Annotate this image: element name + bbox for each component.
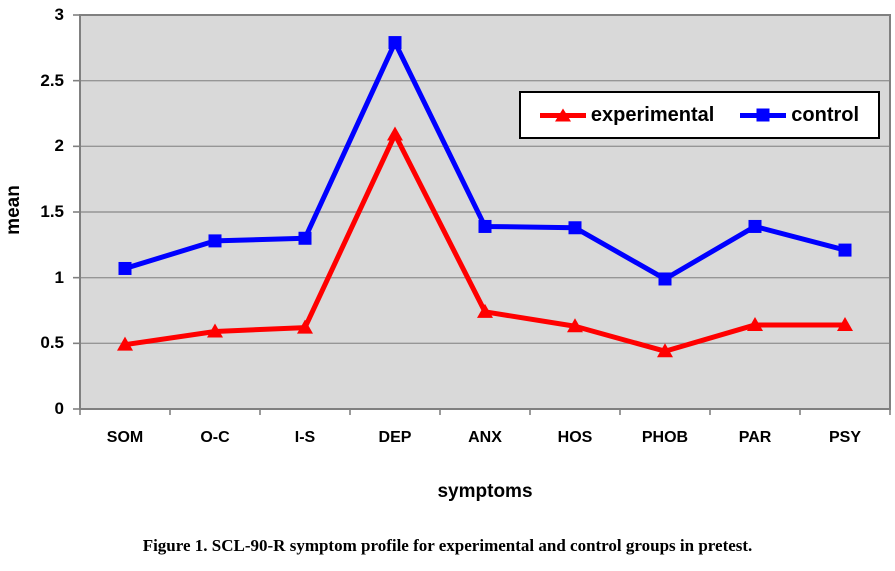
x-tick-label: DEP [378,429,412,446]
x-tick-label: O-C [200,429,230,446]
y-tick-label: 0 [54,399,64,418]
x-tick-label: PHOB [641,429,689,446]
figure-caption: Figure 1. SCL-90-R symptom profile for e… [142,536,753,555]
y-tick-label: 1.5 [40,202,64,221]
y-tick-label: 3 [54,5,64,24]
line-chart [73,14,891,415]
x-tick-label: HOS [557,429,593,446]
experimental-line-marker-icon [539,107,586,123]
y-tick-label: 1 [54,267,64,287]
triangle-marker-icon [554,108,571,122]
control-line-marker-icon [740,107,787,123]
x-tick-label: SOM [106,429,144,446]
x-tick-label: PSY [828,429,861,446]
plot-area [73,14,891,415]
legend-label-control: control [791,103,860,126]
x-tick-label: I-S [294,429,316,446]
x-tick-label: ANX [468,429,502,446]
legend-label-experimental: experimental [590,103,715,126]
y-tick-label: 2.5 [40,70,64,90]
y-tick-label: 2 [54,136,64,156]
legend: experimental control [519,91,880,139]
legend-item-control: control [740,104,859,127]
x-axis-title: symptoms [437,481,533,502]
x-tick-label: PAR [738,429,772,446]
square-marker-icon [756,108,770,122]
y-tick-label: 0.5 [40,333,64,353]
legend-item-experimental: experimental [539,103,715,127]
